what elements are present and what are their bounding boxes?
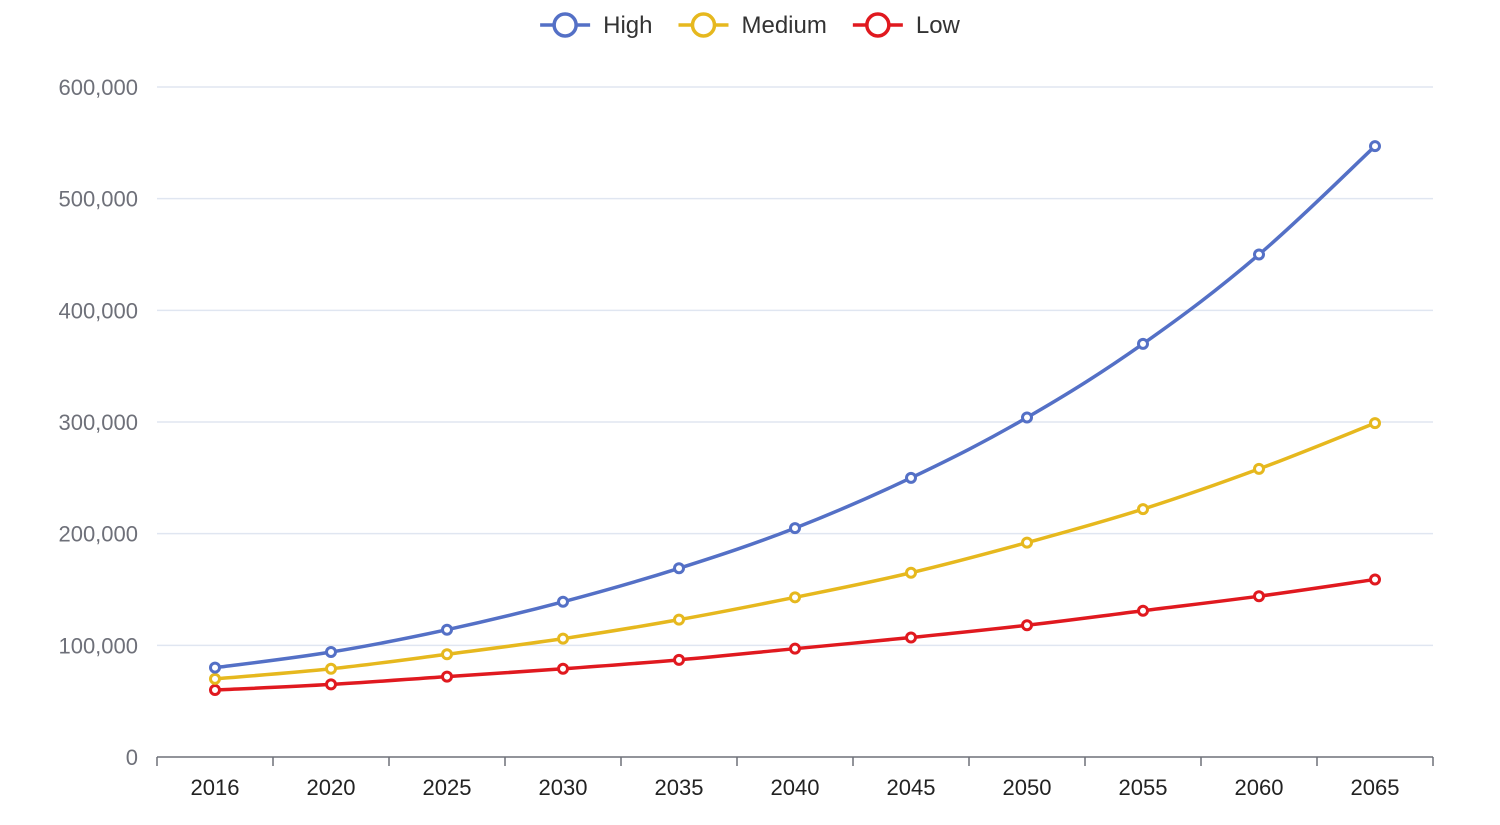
x-tick-label: 2025 <box>423 775 472 800</box>
x-tick-label: 2045 <box>887 775 936 800</box>
legend-item-low[interactable]: Low <box>852 12 961 39</box>
data-point-medium[interactable] <box>905 566 917 579</box>
data-point-medium[interactable] <box>1021 536 1033 549</box>
x-tick-label: 2016 <box>191 775 240 800</box>
x-tick-label: 2035 <box>655 775 704 800</box>
x-tick-label: 2050 <box>1003 775 1052 800</box>
x-axis-labels: 2016 2020 2025 2030 2035 2040 2045 2050 2055 2060… <box>191 775 1400 800</box>
data-point-high[interactable] <box>209 661 221 674</box>
y-tick-label: 0 <box>126 745 138 770</box>
series-high <box>209 140 1381 674</box>
data-point-low[interactable] <box>441 670 453 683</box>
data-point-high[interactable] <box>1369 140 1381 153</box>
data-point-low[interactable] <box>905 631 917 644</box>
data-point-medium[interactable] <box>1253 462 1265 475</box>
data-point-medium[interactable] <box>673 613 685 626</box>
data-point-medium[interactable] <box>1369 417 1381 430</box>
x-tick-label: 2060 <box>1235 775 1284 800</box>
legend: High Medium Low <box>540 12 961 39</box>
x-tick-label: 2020 <box>307 775 356 800</box>
y-tick-label: 300,000 <box>58 410 138 435</box>
legend-label: High <box>603 12 652 39</box>
data-point-medium[interactable] <box>557 632 569 645</box>
grid-lines <box>157 86 1433 647</box>
data-point-low[interactable] <box>789 642 801 655</box>
data-point-low[interactable] <box>325 678 337 691</box>
x-tick-label: 2030 <box>539 775 588 800</box>
data-point-high[interactable] <box>325 646 337 659</box>
data-point-medium[interactable] <box>1137 503 1149 516</box>
x-tick-label: 2055 <box>1119 775 1168 800</box>
x-tick-label: 2040 <box>771 775 820 800</box>
data-point-low[interactable] <box>557 662 569 675</box>
data-point-low[interactable] <box>1137 604 1149 617</box>
data-point-high[interactable] <box>789 522 801 535</box>
data-point-high[interactable] <box>441 623 453 636</box>
series-low <box>209 573 1381 696</box>
data-point-high[interactable] <box>905 471 917 484</box>
legend-item-medium[interactable]: Medium <box>678 12 827 39</box>
legend-label: Low <box>916 12 961 39</box>
y-tick-label: 200,000 <box>58 522 138 547</box>
data-point-high[interactable] <box>557 595 569 608</box>
series-medium <box>209 417 1381 685</box>
legend-circle-icon <box>690 12 717 38</box>
x-tick-label: 2065 <box>1351 775 1400 800</box>
data-point-high[interactable] <box>673 562 685 575</box>
series-line-high <box>214 144 1377 670</box>
data-point-low[interactable] <box>1021 619 1033 632</box>
legend-item-high[interactable]: High <box>540 12 652 39</box>
data-point-medium[interactable] <box>789 591 801 604</box>
data-point-low[interactable] <box>673 653 685 666</box>
y-tick-label: 100,000 <box>58 633 138 658</box>
data-point-low[interactable] <box>1369 573 1381 586</box>
y-axis-labels: 0 100,000 200,000 300,000 400,000 500,000 600,… <box>58 75 138 770</box>
data-point-high[interactable] <box>1253 248 1265 261</box>
data-point-high[interactable] <box>1021 411 1033 424</box>
data-point-low[interactable] <box>1253 590 1265 603</box>
y-tick-label: 500,000 <box>58 187 138 212</box>
data-point-high[interactable] <box>1137 337 1149 350</box>
data-point-medium[interactable] <box>441 648 453 661</box>
data-point-medium[interactable] <box>209 672 221 685</box>
x-axis <box>156 756 1434 766</box>
series-lines <box>209 140 1381 696</box>
legend-circle-icon <box>865 12 891 38</box>
legend-label: Medium <box>741 12 826 39</box>
y-tick-label: 400,000 <box>58 298 138 323</box>
data-point-low[interactable] <box>209 684 221 696</box>
legend-circle-icon <box>552 12 578 38</box>
y-tick-label: 600,000 <box>58 75 138 100</box>
data-point-medium[interactable] <box>325 662 337 675</box>
